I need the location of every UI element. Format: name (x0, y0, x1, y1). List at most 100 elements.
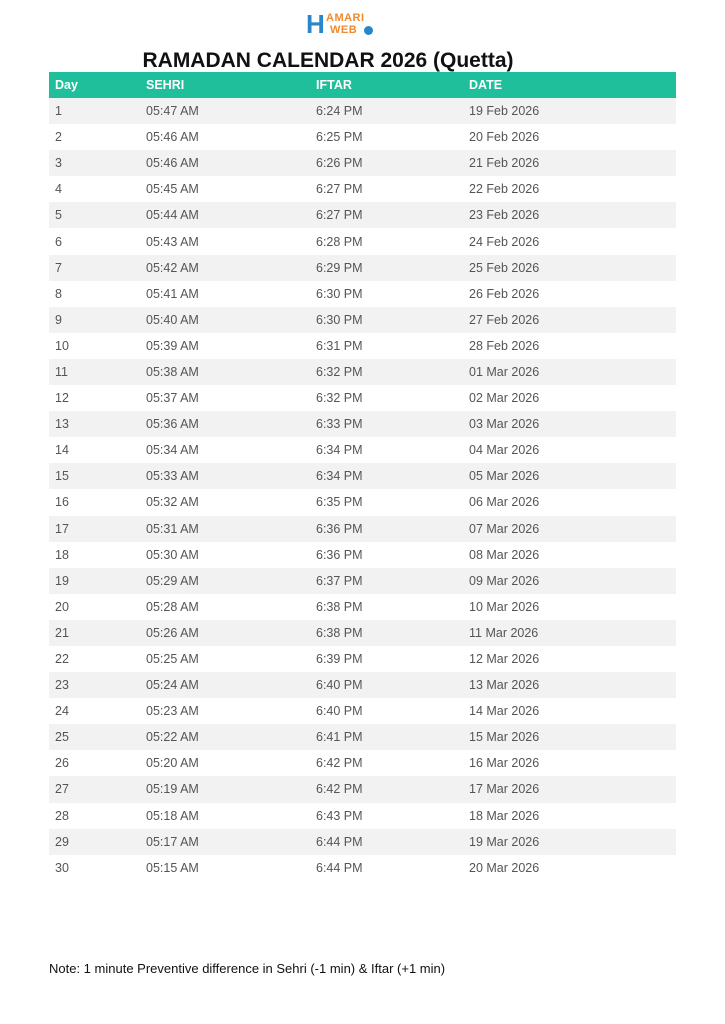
cell-day: 30 (55, 860, 69, 875)
cell-date: 13 Mar 2026 (463, 672, 676, 699)
cell-date: 22 Feb 2026 (469, 182, 540, 197)
cell-date: 19 Mar 2026 (463, 828, 676, 855)
cell-day: 23 (49, 672, 140, 699)
cell-day: 10 (55, 338, 69, 353)
cell-date: 20 Feb 2026 (469, 130, 540, 145)
cell-day: 22 (55, 652, 69, 667)
cell-sehri: 05:44 AM (140, 202, 310, 229)
table-header-row: Day SEHRI IFTAR DATE (49, 72, 676, 98)
cell-sehri: 05:24 AM (140, 672, 310, 699)
cell-sehri: 05:15 AM (146, 860, 199, 875)
cell-iftar: 6:36 PM (316, 547, 363, 562)
cell-day: 12 (55, 391, 69, 406)
ramadan-calendar-table: Day SEHRI IFTAR DATE 1 05:47 AM 6:24 PM 19 … (49, 72, 676, 881)
cell-day: 19 (49, 567, 140, 594)
cell-iftar: 6:26 PM (310, 150, 463, 177)
cell-date: 25 Feb 2026 (463, 254, 676, 281)
cell-date: 21 Feb 2026 (463, 150, 676, 177)
cell-day: 15 (49, 463, 140, 490)
table-row: 28 05:18 AM 6:43 PM 18 Mar 2026 (49, 803, 676, 829)
table-row: 2 05:46 AM 6:25 PM 20 Feb 2026 (49, 124, 676, 150)
table-row: 4 05:45 AM 6:27 PM 22 Feb 2026 (49, 176, 676, 202)
cell-iftar: 6:39 PM (316, 652, 363, 667)
cell-day: 3 (49, 150, 140, 177)
cell-iftar: 6:36 PM (310, 515, 463, 542)
cell-day: 29 (49, 828, 140, 855)
cell-sehri: 05:41 AM (146, 286, 199, 301)
table-row: 10 05:39 AM 6:31 PM 28 Feb 2026 (49, 333, 676, 359)
table-row: 24 05:23 AM 6:40 PM 14 Mar 2026 (49, 698, 676, 724)
cell-date: 26 Feb 2026 (469, 286, 540, 301)
cell-day: 21 (49, 619, 140, 646)
cell-date: 12 Mar 2026 (469, 652, 540, 667)
header-iftar: IFTAR (310, 72, 463, 98)
cell-iftar: 6:42 PM (310, 776, 463, 803)
header-sehri: SEHRI (140, 72, 310, 98)
cell-iftar: 6:33 PM (310, 411, 463, 438)
cell-iftar: 6:40 PM (310, 672, 463, 699)
cell-sehri: 05:23 AM (146, 704, 199, 719)
cell-sehri: 05:34 AM (146, 443, 199, 458)
header-day: Day (49, 72, 140, 98)
cell-iftar: 6:29 PM (310, 254, 463, 281)
cell-iftar: 6:38 PM (316, 599, 363, 614)
cell-date: 23 Feb 2026 (463, 202, 676, 229)
cell-sehri: 05:19 AM (140, 776, 310, 803)
cell-date: 10 Mar 2026 (469, 599, 540, 614)
cell-iftar: 6:41 PM (310, 724, 463, 751)
cell-iftar: 6:30 PM (316, 286, 363, 301)
cell-iftar: 6:38 PM (310, 619, 463, 646)
cell-iftar: 6:34 PM (310, 463, 463, 490)
cell-day: 1 (49, 98, 140, 125)
cell-date: 19 Feb 2026 (463, 98, 676, 125)
table-row: 19 05:29 AM 6:37 PM 09 Mar 2026 (49, 567, 676, 594)
cell-iftar: 6:27 PM (316, 182, 363, 197)
cell-date: 18 Mar 2026 (469, 808, 540, 823)
cell-sehri: 05:17 AM (140, 828, 310, 855)
cell-iftar: 6:34 PM (316, 443, 363, 458)
cell-iftar: 6:31 PM (316, 338, 363, 353)
cell-iftar: 6:44 PM (316, 860, 363, 875)
cell-day: 11 (49, 358, 140, 386)
cell-sehri: 05:25 AM (146, 652, 199, 667)
cell-date: 27 Feb 2026 (463, 306, 676, 333)
hamariweb-logo: H AMARI WEB (306, 11, 376, 37)
table-row: 18 05:30 AM 6:36 PM 08 Mar 2026 (49, 542, 676, 568)
cell-sehri: 05:32 AM (146, 495, 199, 510)
cell-date: 02 Mar 2026 (469, 391, 540, 406)
cell-sehri: 05:22 AM (140, 724, 310, 751)
cell-sehri: 05:28 AM (146, 599, 199, 614)
cell-day: 17 (49, 515, 140, 542)
cell-sehri: 05:36 AM (140, 411, 310, 438)
table-row: 8 05:41 AM 6:30 PM 26 Feb 2026 (49, 281, 676, 307)
cell-date: 17 Mar 2026 (463, 776, 676, 803)
cell-sehri: 05:18 AM (146, 808, 199, 823)
cell-day: 20 (55, 599, 69, 614)
table-row: 9 05:40 AM 6:30 PM 27 Feb 2026 (49, 306, 676, 333)
table-row: 26 05:20 AM 6:42 PM 16 Mar 2026 (49, 750, 676, 776)
cell-day: 24 (55, 704, 69, 719)
cell-day: 9 (49, 306, 140, 333)
cell-iftar: 6:40 PM (316, 704, 363, 719)
cell-iftar: 6:37 PM (310, 567, 463, 594)
cell-sehri: 05:45 AM (146, 182, 199, 197)
table-row: 14 05:34 AM 6:34 PM 04 Mar 2026 (49, 437, 676, 463)
cell-sehri: 05:31 AM (140, 515, 310, 542)
cell-sehri: 05:46 AM (146, 130, 199, 145)
cell-iftar: 6:27 PM (310, 202, 463, 229)
table-row: 16 05:32 AM 6:35 PM 06 Mar 2026 (49, 489, 676, 515)
cell-iftar: 6:24 PM (310, 98, 463, 125)
cell-day: 8 (55, 286, 62, 301)
page-title: RAMADAN CALENDAR 2026 (Quetta) (142, 49, 514, 72)
cell-iftar: 6:35 PM (316, 495, 363, 510)
cell-day: 16 (55, 495, 69, 510)
cell-day: 2 (55, 130, 62, 145)
cell-day: 6 (55, 234, 62, 249)
cell-day: 13 (49, 411, 140, 438)
cell-date: 20 Mar 2026 (469, 860, 540, 875)
cell-date: 11 Mar 2026 (463, 619, 676, 646)
cell-day: 26 (55, 756, 69, 771)
cell-date: 15 Mar 2026 (463, 724, 676, 751)
cell-sehri: 05:20 AM (146, 756, 199, 771)
cell-date: 03 Mar 2026 (463, 411, 676, 438)
